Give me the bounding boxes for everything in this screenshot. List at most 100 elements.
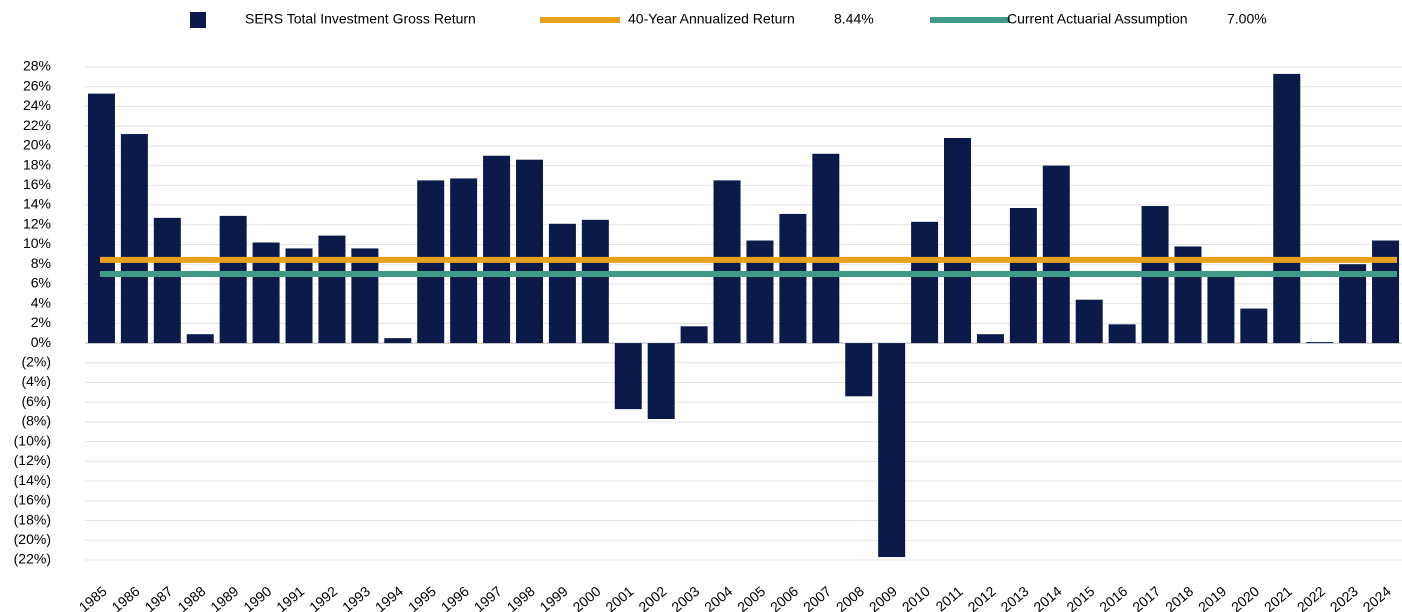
y-tick-label: (8%) [21,413,51,429]
x-tick-label: 2020 [1228,583,1262,612]
legend-label: Current Actuarial Assumption [1007,11,1188,27]
x-tick-label: 2015 [1063,583,1097,612]
x-tick-label: 2022 [1294,583,1328,612]
x-tick-label: 2005 [734,583,768,612]
y-tick-label: (20%) [14,531,51,547]
x-tick-label: 1987 [141,583,175,612]
y-tick-label: (16%) [14,492,51,508]
x-tick-label: 2000 [569,583,603,612]
x-tick-label: 1998 [504,583,538,612]
x-tick-label: 1994 [372,583,406,612]
x-tick-label: 2014 [1030,583,1064,612]
bar [779,213,807,344]
bar [812,153,840,344]
bar [219,215,247,344]
bar [1042,165,1070,344]
x-tick-label: 2016 [1096,583,1130,612]
bar [944,137,972,344]
x-tick-label: 2021 [1261,583,1295,612]
y-tick-label: 12% [23,215,51,231]
x-tick-label: 2023 [1327,583,1361,612]
bar [515,159,543,344]
legend-label: SERS Total Investment Gross Return [245,11,476,27]
bar [1372,240,1400,344]
legend-value: 8.44% [834,11,874,27]
y-tick-label: 18% [23,156,51,172]
bar [1240,308,1268,344]
x-tick-label: 1993 [339,583,373,612]
bar [1273,73,1301,344]
x-tick-label: 1988 [174,583,208,612]
y-tick-label: 28% [23,58,51,74]
y-tick-label: (18%) [14,511,51,527]
y-tick-label: 8% [31,255,51,271]
y-tick-label: 2% [31,314,51,330]
bar [976,334,1004,344]
y-tick-label: (14%) [14,472,51,488]
x-tick-label: 2004 [701,583,735,612]
x-tick-label: 2013 [998,583,1032,612]
x-tick-label: 1991 [273,583,307,612]
y-tick-label: (22%) [14,551,51,567]
legend-value: 7.00% [1227,11,1267,27]
x-tick-label: 1989 [207,583,241,612]
x-tick-label: 1992 [306,583,340,612]
x-tick-label: 1997 [471,583,505,612]
bar [384,338,412,344]
bar [351,248,379,344]
bar [87,93,115,344]
y-tick-label: (4%) [21,373,51,389]
x-tick-label: 2012 [965,583,999,612]
y-tick-label: 10% [23,235,51,251]
y-tick-label: (2%) [21,354,51,370]
x-tick-label: 2007 [800,583,834,612]
y-tick-label: 4% [31,294,51,310]
x-tick-label: 2017 [1129,583,1163,612]
x-tick-label: 2010 [899,583,933,612]
legend-swatch [190,12,206,28]
y-tick-label: 6% [31,275,51,291]
y-tick-label: (12%) [14,452,51,468]
y-tick-label: 0% [31,334,51,350]
bar [120,134,148,344]
bar [878,343,906,558]
x-tick-label: 2018 [1162,583,1196,612]
y-tick-label: 14% [23,196,51,212]
x-tick-label: 2008 [833,583,867,612]
x-tick-label: 2002 [635,583,669,612]
bar [153,217,181,344]
bar [1075,299,1103,344]
bar [1306,342,1334,344]
x-tick-label: 2003 [668,583,702,612]
legend-label: 40-Year Annualized Return [628,11,795,27]
bar [186,334,214,344]
y-tick-label: 16% [23,176,51,192]
bar [1207,272,1235,344]
x-tick-label: 2001 [602,583,636,612]
x-tick-label: 2019 [1195,583,1229,612]
bar [911,221,939,344]
x-tick-label: 2009 [866,583,900,612]
x-tick-label: 1999 [537,583,571,612]
x-tick-label: 2024 [1360,583,1394,612]
bar [318,235,346,344]
y-tick-label: 24% [23,97,51,113]
bar [647,343,675,420]
x-tick-label: 1996 [438,583,472,612]
bar [581,219,609,344]
bar [285,248,313,344]
bar [483,155,511,344]
y-tick-label: (6%) [21,393,51,409]
bar [845,343,873,397]
bar [548,223,576,344]
x-tick-label: 2011 [932,583,966,612]
bar [680,326,708,344]
x-tick-label: 1986 [109,583,143,612]
y-tick-label: 26% [23,77,51,93]
y-tick-label: (10%) [14,432,51,448]
x-tick-label: 1985 [76,583,110,612]
x-tick-label: 2006 [767,583,801,612]
x-tick-label: 1995 [405,583,439,612]
y-tick-label: 22% [23,117,51,133]
